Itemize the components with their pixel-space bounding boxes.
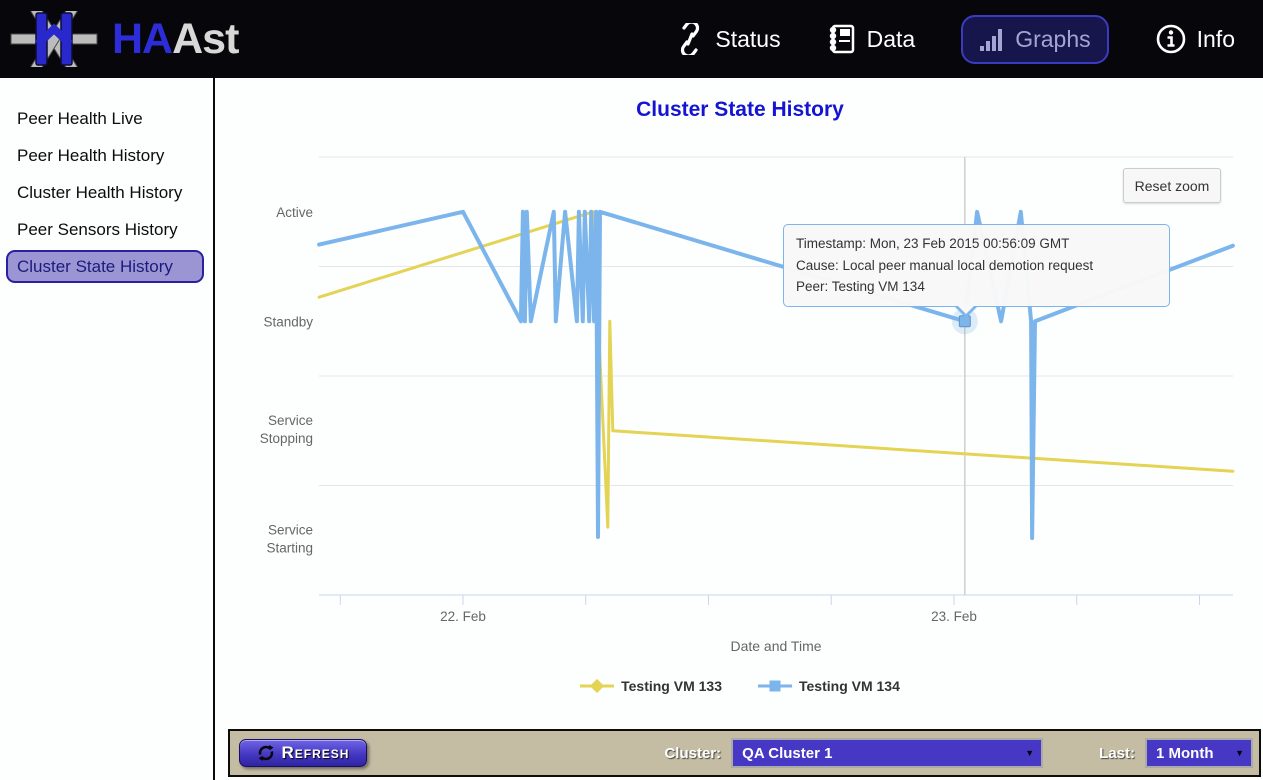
svg-text:Standby: Standby xyxy=(263,314,313,329)
chain-link-icon xyxy=(681,23,700,55)
last-select-arrow-icon: ▼ xyxy=(1235,748,1244,758)
brand-ha: HA xyxy=(112,14,173,63)
tooltip-peer: Peer: Testing VM 134 xyxy=(796,279,925,295)
haast-logo: HAAst xyxy=(0,11,239,67)
bar-chart-icon xyxy=(980,29,1003,51)
nav-graphs[interactable]: Graphs xyxy=(961,14,1109,64)
footer-control-bar: Refresh Cluster: QA Cluster 1 ▼ Last: 1 … xyxy=(228,729,1261,777)
cluster-select[interactable]: QA Cluster 1 ▼ xyxy=(731,738,1044,768)
nav-status[interactable]: Status xyxy=(675,23,781,55)
cluster-control-group: Cluster: QA Cluster 1 ▼ xyxy=(664,738,1044,768)
svg-text:Date and Time: Date and Time xyxy=(730,638,821,654)
tooltip-timestamp: Timestamp: Mon, 23 Feb 2015 00:56:09 GMT xyxy=(796,236,1070,251)
legend-item-vm133[interactable]: Testing VM 133 xyxy=(580,678,722,694)
nav-info[interactable]: Info xyxy=(1155,23,1235,55)
chart-tooltip: Timestamp: Mon, 23 Feb 2015 00:56:09 GMT… xyxy=(783,224,1170,318)
refresh-icon xyxy=(258,745,274,761)
brand-ast: Ast xyxy=(172,14,239,63)
sidebar-item-peer-sensors-history[interactable]: Peer Sensors History xyxy=(17,219,178,239)
refresh-label: Refresh xyxy=(281,743,350,762)
top-navigation: Status Data xyxy=(675,14,1263,64)
nav-data-label: Data xyxy=(866,25,916,52)
info-icon xyxy=(1156,24,1185,54)
last-control-group: Last: 1 Month ▼ xyxy=(1099,738,1253,768)
haast-logo-icon xyxy=(10,11,98,67)
sidebar-item-cluster-state-history[interactable]: Cluster State History xyxy=(6,250,204,283)
notebook-icon xyxy=(829,24,854,54)
legend-marker-square-icon xyxy=(758,680,792,692)
legend-item-vm134[interactable]: Testing VM 134 xyxy=(758,678,900,694)
cluster-select-arrow-icon: ▼ xyxy=(1025,748,1035,758)
svg-text:23. Feb: 23. Feb xyxy=(931,609,977,624)
sidebar-item-cluster-health-history[interactable]: Cluster Health History xyxy=(17,182,183,202)
cluster-select-value: QA Cluster 1 xyxy=(742,744,833,762)
last-select[interactable]: 1 Month ▼ xyxy=(1145,738,1253,768)
legend-marker-diamond-icon xyxy=(580,679,615,693)
chart-legend: Testing VM 133 Testing VM 134 xyxy=(217,678,1263,694)
chart-title: Cluster State History xyxy=(636,98,844,121)
nav-data[interactable]: Data xyxy=(827,23,916,55)
nav-info-label: Info xyxy=(1196,25,1235,52)
top-header-bar: HAAst Status xyxy=(0,0,1263,78)
nav-status-label: Status xyxy=(715,25,781,52)
cluster-state-chart[interactable]: 22. Feb 23. Feb Active Standby Service Stoppi… xyxy=(217,88,1263,673)
notebook-card xyxy=(839,29,850,36)
svg-text:Active: Active xyxy=(276,205,313,220)
brand-wordmark: HAAst xyxy=(112,14,239,63)
last-label: Last: xyxy=(1099,744,1135,762)
last-select-value: 1 Month xyxy=(1156,744,1214,762)
sidebar-menu: Peer Health Live Peer Health History Clu… xyxy=(0,78,215,780)
nav-graphs-label: Graphs xyxy=(1015,25,1091,52)
svg-text:22. Feb: 22. Feb xyxy=(440,609,486,624)
sidebar-item-peer-health-history[interactable]: Peer Health History xyxy=(17,145,165,165)
sidebar-item-peer-health-live[interactable]: Peer Health Live xyxy=(17,108,143,128)
cluster-label: Cluster: xyxy=(664,744,722,762)
tooltip-cause: Cause: Local peer manual local demotion … xyxy=(796,257,1094,273)
logo-peak xyxy=(35,23,73,47)
legend-label-vm134: Testing VM 134 xyxy=(799,678,900,694)
reset-zoom-button[interactable]: Reset zoom xyxy=(1123,168,1221,203)
legend-label-vm133: Testing VM 133 xyxy=(621,678,722,694)
refresh-button[interactable]: Refresh xyxy=(239,739,367,767)
